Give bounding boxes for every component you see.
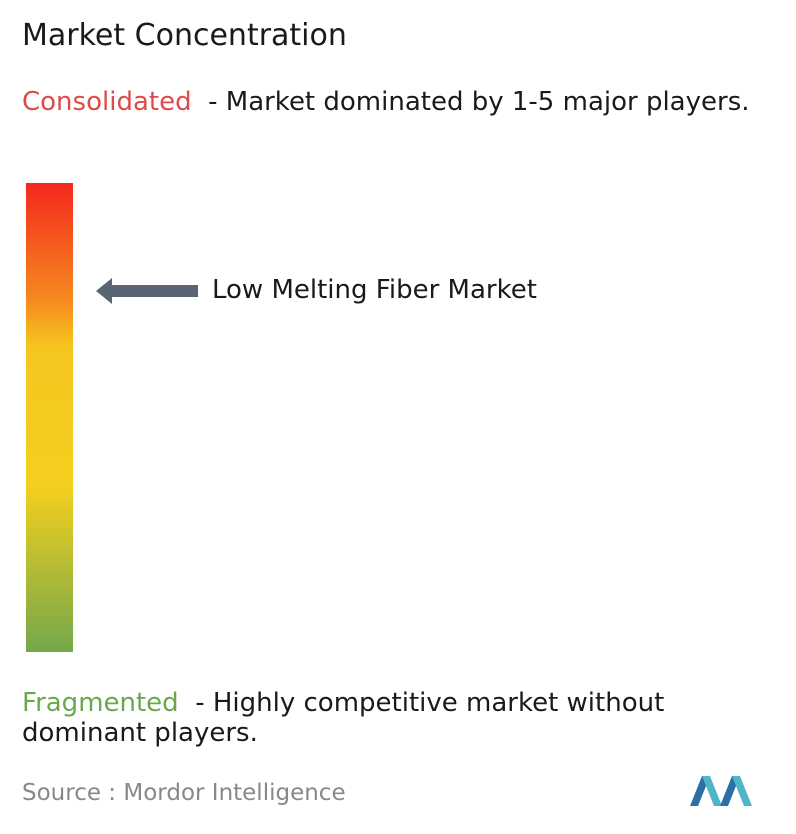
scale-graphic	[26, 183, 198, 652]
source: Source : Mordor Intelligence	[22, 780, 346, 806]
consolidated-label: Consolidated	[22, 87, 192, 117]
title: Market Concentration	[22, 18, 347, 53]
source-label: Source :	[22, 780, 117, 806]
logo	[690, 776, 752, 806]
concentration-bar	[26, 183, 73, 652]
marker-label: Low Melting Fiber Market	[212, 275, 537, 305]
consolidated-description: - Market dominated by 1-5 major players.	[208, 87, 750, 117]
consolidated-text: Consolidated - Market dominated by 1-5 m…	[22, 87, 792, 117]
source-name: Mordor Intelligence	[123, 780, 346, 806]
fragmented-text: Fragmented - Highly competitive market w…	[22, 688, 792, 748]
marker-arrow	[96, 278, 198, 304]
fragmented-description: - Highly competitive market without domi…	[22, 688, 665, 748]
fragmented-label: Fragmented	[22, 688, 179, 718]
